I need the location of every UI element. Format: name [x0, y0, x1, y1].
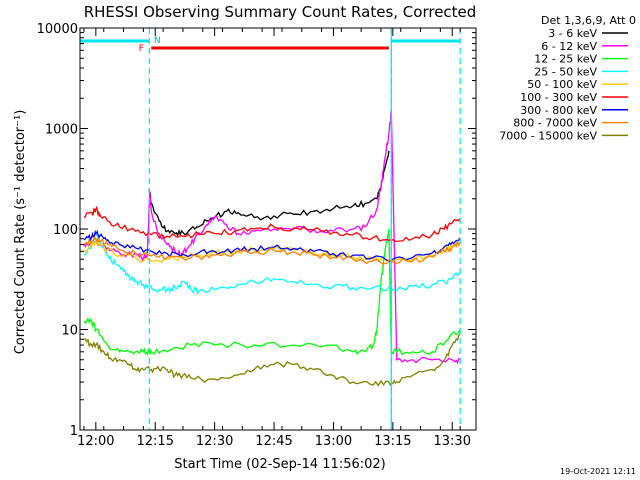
legend-entry-label: 3 - 6 keV — [548, 27, 597, 40]
y-tick-label: 1000 — [45, 123, 78, 138]
legend-entry-label: 25 - 50 keV — [534, 65, 597, 78]
y-tick-label: 10000 — [37, 22, 78, 37]
flare-marker: F — [139, 44, 144, 54]
x-tick-label: 13:00 — [315, 434, 352, 449]
y-tick-label: 1 — [70, 424, 78, 439]
legend-header: Det 1,3,6,9, Att 0 — [541, 14, 636, 27]
y-tick-label: 10 — [61, 324, 78, 339]
legend-entry-label: 6 - 12 keV — [541, 40, 597, 53]
x-tick-label: 12:15 — [137, 434, 174, 449]
x-tick-label: 12:30 — [196, 434, 233, 449]
chart-title: RHESSI Observing Summary Count Rates, Co… — [84, 3, 477, 21]
y-tick-label: 100 — [53, 223, 78, 238]
series-line-3 — [83, 232, 461, 295]
legend-entry-label: 50 - 100 keV — [527, 78, 597, 91]
legend-entry-label: 100 - 300 keV — [520, 91, 597, 104]
series-line-1 — [83, 110, 461, 365]
series-line-6 — [83, 229, 461, 263]
y-axis-label: Corrected Count Rate (s⁻¹ detector⁻¹) — [13, 110, 28, 355]
legend-entry-label: 800 - 7000 keV — [513, 117, 597, 130]
series-line-0 — [148, 150, 390, 237]
night-marker: N — [154, 36, 161, 46]
x-axis-label: Start Time (02-Sep-14 11:56:02) — [174, 457, 385, 472]
series-line-2 — [83, 228, 461, 356]
x-tick-label: 12:00 — [77, 434, 114, 449]
annotation-layer: FN — [80, 28, 461, 430]
series-layer — [83, 110, 461, 387]
series-line-8 — [83, 333, 461, 387]
series-line-5 — [83, 205, 461, 243]
legend-entry-label: 12 - 25 keV — [534, 53, 597, 66]
footer-timestamp: 19-Oct-2021 12:11 — [560, 467, 636, 476]
legend-entry-label: 300 - 800 keV — [520, 104, 597, 117]
axes-layer: 12:00 12:15 12:30 12:45 13:00 13:15 13:30 1 10 10… — [37, 22, 477, 449]
legend-entry-label: 7000 - 15000 keV — [499, 129, 597, 142]
series-line-7 — [83, 236, 461, 265]
x-tick-label: 13:15 — [374, 434, 411, 449]
x-tick-label: 12:45 — [255, 434, 292, 449]
x-tick-label: 13:30 — [434, 434, 471, 449]
